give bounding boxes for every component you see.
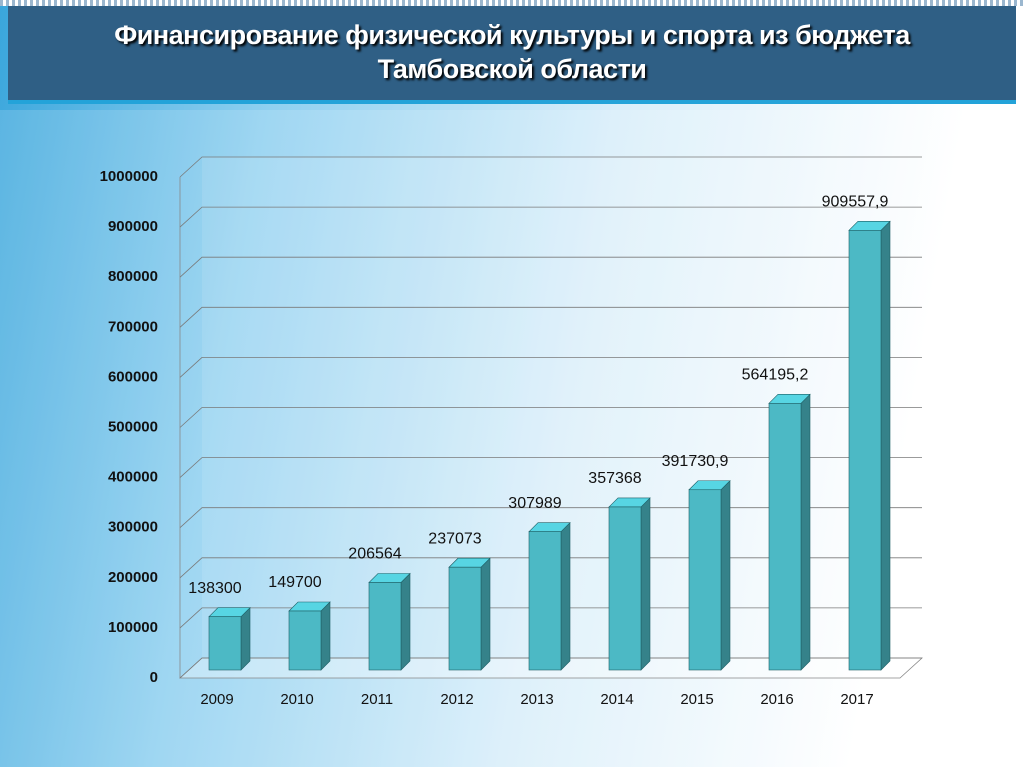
y-tick-label: 700000 xyxy=(108,318,158,335)
chart-title: Финансирование физической культуры и спо… xyxy=(114,20,910,84)
bar xyxy=(768,403,802,671)
bar-side xyxy=(480,557,491,671)
grid-line xyxy=(179,657,922,679)
y-tick-label: 1000000 xyxy=(100,168,158,185)
bar-side xyxy=(640,497,651,671)
value-label: 564195,2 xyxy=(742,367,809,384)
x-tick-label: 2012 xyxy=(440,691,473,708)
bar xyxy=(288,610,322,671)
y-tick-label: 200000 xyxy=(108,569,158,586)
grid-line xyxy=(179,156,922,178)
x-tick-label: 2014 xyxy=(600,691,633,708)
value-label: 307989 xyxy=(508,495,561,512)
bar-side xyxy=(720,480,731,671)
grid-line xyxy=(179,206,922,228)
grid-line xyxy=(179,256,922,278)
value-label: 237073 xyxy=(428,530,481,547)
bar-side xyxy=(400,572,411,671)
bar xyxy=(208,616,242,671)
bar xyxy=(848,230,882,671)
x-tick-label: 2009 xyxy=(200,691,233,708)
x-tick-label: 2015 xyxy=(680,691,713,708)
grid-line xyxy=(179,557,922,579)
y-tick-label: 300000 xyxy=(108,519,158,536)
y-tick-label: 0 xyxy=(150,669,158,686)
value-label: 206564 xyxy=(348,546,401,563)
bar-side xyxy=(320,601,331,671)
bar-side xyxy=(240,606,251,671)
x-tick-label: 2011 xyxy=(361,691,393,708)
y-tick-label: 100000 xyxy=(108,619,158,636)
x-tick-label: 2016 xyxy=(760,691,793,708)
grid-line xyxy=(179,407,922,428)
grid-line xyxy=(179,607,922,629)
bar xyxy=(608,506,642,671)
value-label: 391730,9 xyxy=(662,453,729,470)
grid-line xyxy=(179,457,922,478)
top-strip xyxy=(0,0,1024,6)
bar xyxy=(528,531,562,671)
x-tick-label: 2013 xyxy=(520,691,553,708)
bar-side xyxy=(880,220,891,671)
value-label: 357368 xyxy=(588,470,641,487)
x-tick-label: 2017 xyxy=(840,691,873,708)
y-tick-label: 400000 xyxy=(108,469,158,486)
header xyxy=(8,6,1016,104)
bar xyxy=(688,489,722,671)
bar-side xyxy=(800,393,811,671)
grid-line xyxy=(179,507,922,528)
y-tick-label: 600000 xyxy=(108,368,158,385)
bar-side xyxy=(560,521,571,671)
value-label: 149700 xyxy=(268,574,321,591)
grid-line xyxy=(179,306,922,328)
y-tick-label: 900000 xyxy=(108,218,158,235)
x-tick-label: 2010 xyxy=(280,691,313,708)
bar xyxy=(448,566,482,671)
bar xyxy=(368,582,402,671)
value-label: 138300 xyxy=(188,580,241,597)
y-tick-label: 500000 xyxy=(108,418,158,435)
y-tick-label: 800000 xyxy=(108,268,158,285)
value-label: 909557,9 xyxy=(822,194,889,211)
grid-line xyxy=(179,356,922,378)
